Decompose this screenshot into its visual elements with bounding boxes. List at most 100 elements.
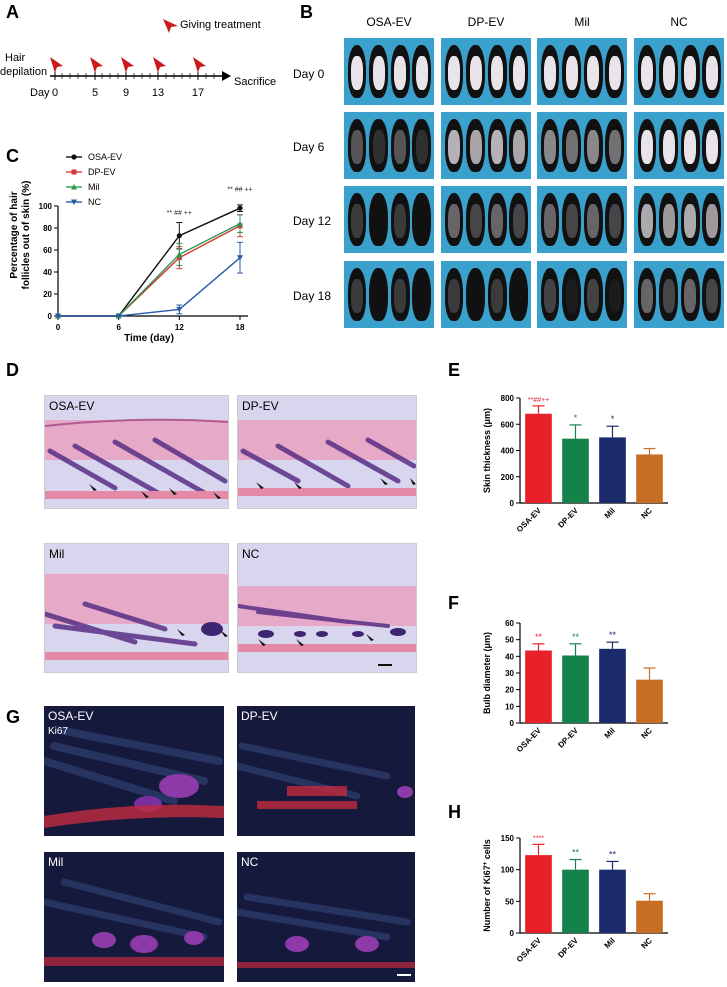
shaved-skin xyxy=(608,204,621,238)
shaved-skin xyxy=(608,56,621,90)
shaved-skin xyxy=(684,279,697,313)
chart-h-ylabel-end: cells xyxy=(482,839,492,862)
shaved-skin xyxy=(350,130,364,164)
bar xyxy=(599,869,626,933)
chart-c-point xyxy=(176,251,183,257)
panel-label-a: A xyxy=(6,2,19,22)
bar xyxy=(562,438,589,503)
mouse-figure xyxy=(605,267,625,322)
mouse-figure xyxy=(390,118,410,173)
shaved-skin xyxy=(705,56,718,90)
histology-label-osa-ev: OSA-EV xyxy=(49,399,95,413)
fluorescence-osa-ev-image xyxy=(44,706,224,836)
shaved-skin xyxy=(640,279,654,313)
bar-ytick-label: 0 xyxy=(510,499,515,508)
mouse-figure xyxy=(562,44,582,99)
mouse-figure xyxy=(680,267,700,322)
treatment-arrow-icon xyxy=(121,57,134,73)
mouse-figure xyxy=(444,44,464,99)
shaved-skin xyxy=(543,279,557,313)
shaved-skin xyxy=(491,130,504,164)
shaved-skin xyxy=(491,56,504,90)
chart-f-bulb-diameter: 0 10 20 30 40 50 60 ** OSA-EV ** DP-EV ** Mil NC Bulb … xyxy=(482,619,668,755)
shaved-skin xyxy=(565,204,578,238)
chart-c-hair-follicles: Percentage of hair follicles out of skin… xyxy=(9,152,253,344)
mouse-figure xyxy=(487,267,507,322)
mouse-figure xyxy=(637,44,657,99)
chart-e-skin-thickness: 0 200 400 600 800 **##++ OSA-EV * DP-EV * Mil NC Ski… xyxy=(482,394,668,534)
chart-c-legend-marker xyxy=(71,169,77,175)
chart-c-legend-marker xyxy=(71,154,77,160)
shaved-skin xyxy=(394,279,407,313)
shaved-skin xyxy=(587,56,600,90)
histology-nc-image xyxy=(238,586,416,666)
bar-category-label: DP-EV xyxy=(556,506,580,530)
treatment-arrow-icon xyxy=(153,57,166,73)
bar-category-label: OSA-EV xyxy=(515,726,544,755)
chart-h-ylabel-sup: + xyxy=(483,861,489,865)
chart-c-point xyxy=(237,220,243,227)
photo-col-osa-ev: OSA-EV xyxy=(366,15,412,29)
day-tick-5: 5 xyxy=(92,87,98,99)
bar-ytick-label: 600 xyxy=(501,420,515,429)
shaved-skin xyxy=(565,279,578,313)
mouse-figure xyxy=(540,44,560,99)
bar-category-label: NC xyxy=(639,936,654,951)
mouse-figure xyxy=(659,267,679,322)
mouse-photo xyxy=(537,112,627,179)
mouse-figure xyxy=(444,192,464,247)
fluorescence-osa-ev: OSA-EV Ki67 xyxy=(44,706,224,836)
histology-mil-image xyxy=(45,574,228,660)
mouse-figure xyxy=(659,118,679,173)
bar-annotation: ** xyxy=(572,848,580,858)
histology-label-mil: Mil xyxy=(49,547,65,561)
day-tick-9: 9 xyxy=(123,87,129,99)
mouse-figure xyxy=(509,118,529,173)
bar-ytick-label: 50 xyxy=(505,636,514,645)
shaved-skin xyxy=(512,130,525,164)
mouse-figure xyxy=(702,44,722,99)
mouse-figure xyxy=(347,267,367,322)
mouse-photo xyxy=(344,112,434,179)
bar-category-label: Mil xyxy=(603,506,617,520)
bar xyxy=(636,679,663,723)
bar-ytick-label: 800 xyxy=(501,394,515,403)
shaved-skin xyxy=(543,56,557,90)
shaved-skin xyxy=(543,204,557,238)
timeline-diagram: Giving treatment Hair depilation Day 0 5… xyxy=(0,19,276,99)
panel-label-b: B xyxy=(300,2,313,22)
chart-c-legend-label: NC xyxy=(88,197,101,207)
mouse-figure xyxy=(412,44,432,99)
mouse-figure xyxy=(390,44,410,99)
photo-row-day18: Day 18 xyxy=(293,289,332,303)
bar-ytick-label: 30 xyxy=(505,669,514,678)
photo-row-day12: Day 12 xyxy=(293,214,332,228)
mouse-photo xyxy=(634,261,724,328)
mouse-figure xyxy=(412,267,432,322)
shaved-skin xyxy=(662,204,675,238)
mouse-figure xyxy=(487,118,507,173)
mouse-figure xyxy=(562,267,582,322)
mouse-photo xyxy=(537,38,627,105)
mouse-figure xyxy=(680,192,700,247)
mouse-photo xyxy=(344,38,434,105)
chart-c-ytick-label: 100 xyxy=(39,202,53,211)
shaved-skin xyxy=(684,130,697,164)
shaved-skin xyxy=(684,56,697,90)
chart-c-ytick-label: 40 xyxy=(43,268,52,277)
mouse-figure xyxy=(347,192,367,247)
bar-category-label: NC xyxy=(639,506,654,521)
fluorescence-nc: NC xyxy=(237,852,415,982)
mouse-figure xyxy=(466,267,486,322)
chart-c-series-line xyxy=(58,207,241,317)
shaved-skin xyxy=(543,130,557,164)
mouse-photo xyxy=(441,186,531,253)
mouse-photo xyxy=(634,112,724,179)
shaved-skin xyxy=(587,130,600,164)
chart-c-ytick-label: 80 xyxy=(43,224,52,233)
histology-nc: NC xyxy=(237,543,417,673)
shaved-skin xyxy=(350,279,364,313)
shaved-skin xyxy=(447,204,461,238)
mouse-figure xyxy=(562,118,582,173)
chart-c-ytick-label: 0 xyxy=(48,312,53,321)
